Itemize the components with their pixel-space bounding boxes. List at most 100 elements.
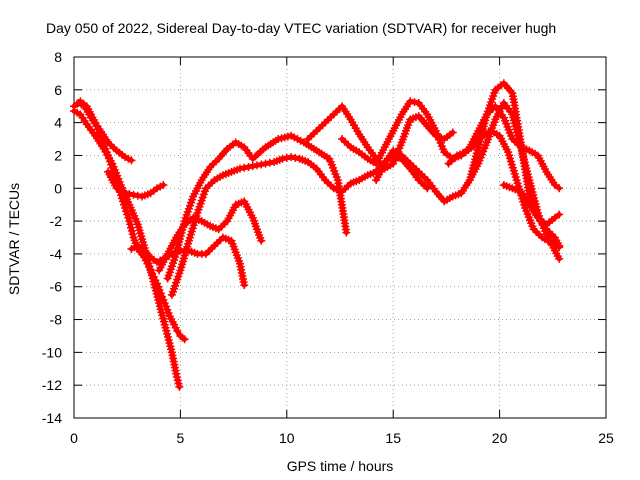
y-tick-label: -14 <box>42 410 62 426</box>
interpolated-markers <box>187 247 199 257</box>
interpolated-markers <box>358 172 369 183</box>
interpolated-markers <box>155 302 169 329</box>
interpolated-markers <box>459 178 473 195</box>
interpolated-markers <box>298 155 310 165</box>
interpolated-markers <box>483 88 499 116</box>
interpolated-markers <box>383 161 395 171</box>
interpolated-markers <box>234 198 246 208</box>
y-tick-label: 6 <box>54 82 62 98</box>
interpolated-markers <box>172 373 183 388</box>
interpolated-markers <box>332 185 344 195</box>
interpolated-markers <box>315 148 331 162</box>
interpolated-markers <box>149 186 158 195</box>
interpolated-markers <box>105 170 120 190</box>
interpolated-markers <box>416 114 430 128</box>
interpolated-markers <box>84 123 98 137</box>
interpolated-markers <box>177 239 193 272</box>
interpolated-markers <box>200 218 212 229</box>
ticks <box>73 56 607 419</box>
interpolated-markers <box>183 216 195 227</box>
y-tick-label: 0 <box>54 180 62 196</box>
interpolated-markers <box>109 162 124 186</box>
interpolated-markers <box>467 162 481 182</box>
series-trace-7 <box>163 131 351 283</box>
interpolated-markers <box>455 149 467 159</box>
interpolated-markers <box>326 157 341 181</box>
x-axis-label: GPS time / hours <box>287 458 394 474</box>
interpolated-markers <box>358 150 369 161</box>
interpolated-markers <box>185 212 201 242</box>
interpolated-markers <box>126 203 141 226</box>
interpolated-markers <box>424 113 439 133</box>
interpolated-markers <box>348 118 362 136</box>
interpolated-markers <box>433 129 448 154</box>
interpolated-markers <box>169 269 184 296</box>
interpolated-markers <box>236 262 248 286</box>
interpolated-markers <box>149 255 158 264</box>
interpolated-markers <box>241 200 256 220</box>
interpolated-markers <box>382 129 396 149</box>
interpolated-markers <box>209 157 220 169</box>
interpolated-markers <box>93 134 107 151</box>
interpolated-markers <box>101 147 115 165</box>
interpolated-markers <box>527 203 541 220</box>
interpolated-markers <box>552 249 562 261</box>
interpolated-markers <box>249 216 265 242</box>
interpolated-markers <box>181 195 197 222</box>
interpolated-markers <box>165 236 179 256</box>
interpolated-markers <box>511 137 522 149</box>
interpolated-markers <box>190 178 205 198</box>
interpolated-markers <box>409 113 420 123</box>
interpolated-markers <box>349 144 361 155</box>
interpolated-markers <box>494 81 505 92</box>
data-point <box>244 162 253 171</box>
interpolated-markers <box>366 169 378 179</box>
interpolated-markers <box>216 147 230 161</box>
interpolated-markers <box>230 165 242 175</box>
interpolated-markers <box>541 235 552 245</box>
interpolated-markers <box>398 118 414 144</box>
interpolated-markers <box>505 151 520 181</box>
interpolated-markers <box>156 182 165 191</box>
interpolated-markers <box>209 223 220 233</box>
interpolated-markers <box>130 243 139 252</box>
interpolated-markers <box>417 170 429 182</box>
interpolated-markers <box>226 140 237 151</box>
interpolated-markers <box>133 191 142 200</box>
x-tick-label: 15 <box>385 430 401 446</box>
interpolated-markers <box>535 154 549 174</box>
interpolated-markers <box>545 216 557 227</box>
interpolated-markers <box>408 167 421 182</box>
interpolated-markers <box>501 116 516 140</box>
x-tick-label: 0 <box>70 430 78 446</box>
y-axis-label: SDTVAR / TECUs <box>6 183 22 295</box>
interpolated-markers <box>447 154 459 165</box>
interpolated-markers <box>272 155 284 165</box>
interpolated-markers <box>120 200 133 222</box>
interpolated-markers <box>217 219 229 231</box>
interpolated-markers <box>234 140 246 150</box>
interpolated-markers <box>204 178 216 190</box>
data-point <box>555 210 564 219</box>
interpolated-markers <box>251 145 267 161</box>
interpolated-markers <box>417 178 429 190</box>
interpolated-markers <box>277 132 292 143</box>
interpolated-markers <box>382 149 396 165</box>
interpolated-markers <box>106 141 118 152</box>
interpolated-markers <box>194 187 209 214</box>
x-tick-label: 5 <box>177 430 185 446</box>
interpolated-markers <box>213 172 225 183</box>
interpolated-markers <box>126 220 137 239</box>
interpolated-markers <box>536 216 548 227</box>
series-trace-14 <box>499 180 564 229</box>
interpolated-markers <box>265 158 274 167</box>
interpolated-markers <box>464 143 476 154</box>
interpolated-markers <box>365 146 378 160</box>
y-tick-label: -4 <box>50 246 63 262</box>
interpolated-markers <box>197 249 206 258</box>
data-point <box>253 161 262 170</box>
interpolated-markers <box>425 124 438 138</box>
y-tick-label: -10 <box>42 344 62 360</box>
interpolated-markers <box>349 177 361 187</box>
